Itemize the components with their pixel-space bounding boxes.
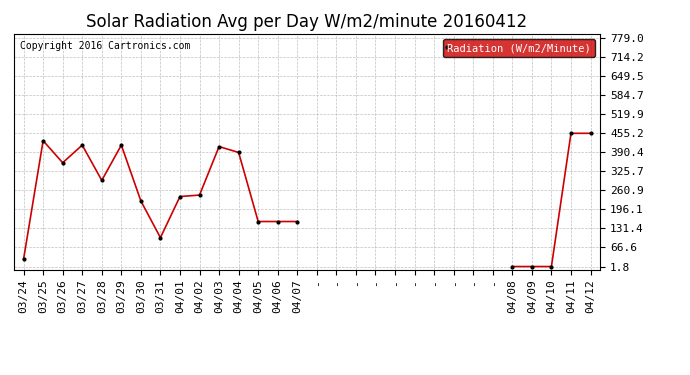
Radiation (W/m2/Minute) <box>156 236 165 240</box>
Radiation (W/m2/Minute) <box>215 144 224 149</box>
Radiation (W/m2/Minute) <box>137 199 145 203</box>
Legend: Radiation (W/m2/Minute): Radiation (W/m2/Minute) <box>443 39 595 57</box>
Title: Solar Radiation Avg per Day W/m2/minute 20160412: Solar Radiation Avg per Day W/m2/minute … <box>86 13 528 31</box>
Radiation (W/m2/Minute) <box>78 143 86 147</box>
Radiation (W/m2/Minute) <box>98 178 106 183</box>
Radiation (W/m2/Minute) <box>176 194 184 199</box>
Radiation (W/m2/Minute) <box>59 160 67 165</box>
Radiation (W/m2/Minute) <box>293 219 302 224</box>
Radiation (W/m2/Minute) <box>254 219 262 224</box>
Line: Radiation (W/m2/Minute): Radiation (W/m2/Minute) <box>21 138 300 262</box>
Radiation (W/m2/Minute) <box>39 138 47 143</box>
Radiation (W/m2/Minute) <box>195 193 204 197</box>
Text: Copyright 2016 Cartronics.com: Copyright 2016 Cartronics.com <box>19 41 190 51</box>
Radiation (W/m2/Minute) <box>273 219 282 224</box>
Radiation (W/m2/Minute) <box>235 150 243 155</box>
Radiation (W/m2/Minute) <box>19 257 28 261</box>
Radiation (W/m2/Minute) <box>117 143 126 147</box>
